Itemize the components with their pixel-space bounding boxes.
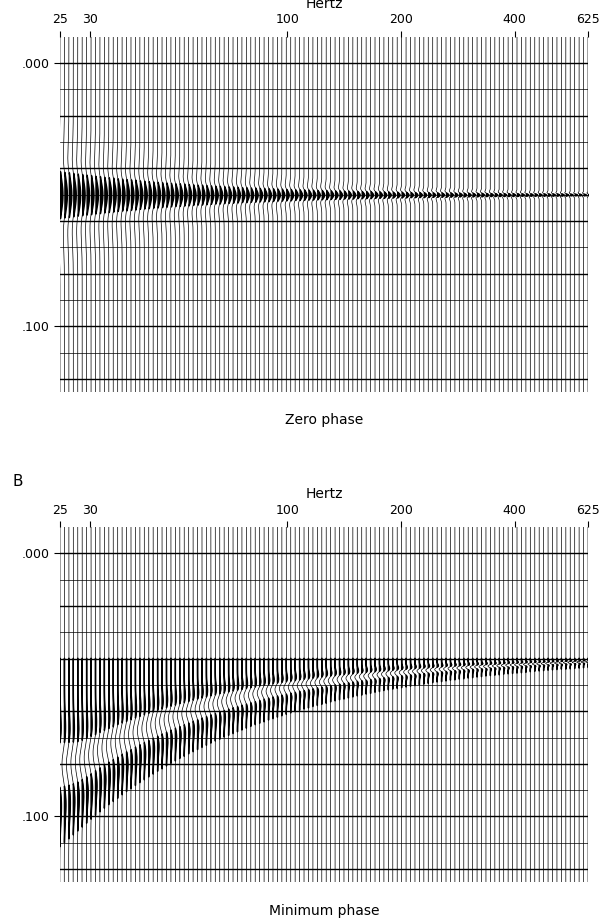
Text: B: B <box>13 473 23 489</box>
Text: Zero phase: Zero phase <box>285 414 363 427</box>
X-axis label: Hertz: Hertz <box>305 0 343 11</box>
Text: Minimum phase: Minimum phase <box>269 903 379 917</box>
X-axis label: Hertz: Hertz <box>305 487 343 501</box>
